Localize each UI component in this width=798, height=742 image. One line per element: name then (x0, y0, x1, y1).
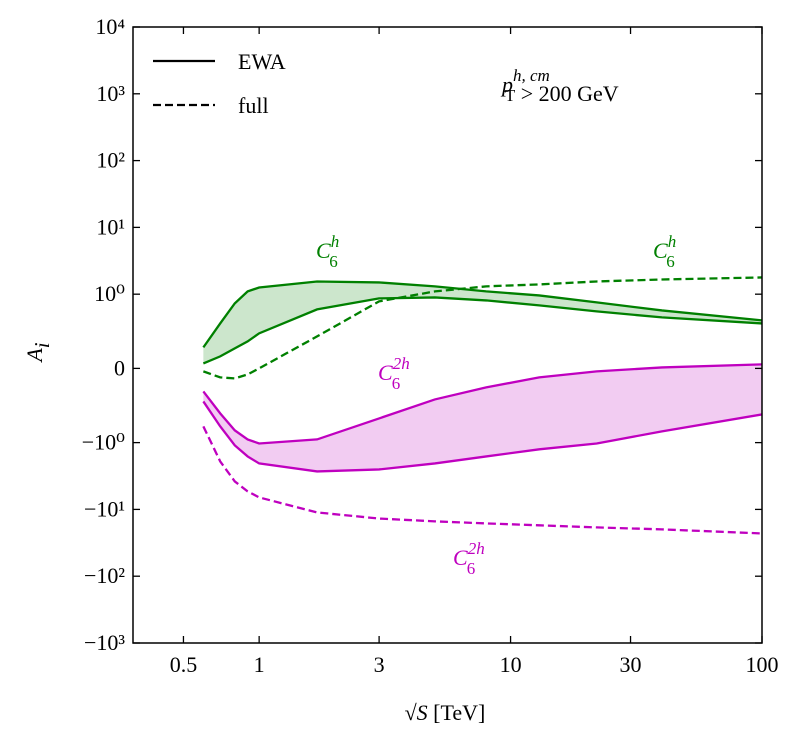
y-tick-label: −10³ (84, 630, 125, 655)
annotation: Ch 6 (653, 232, 676, 271)
y-tick-label: 10⁰ (94, 281, 125, 306)
line-lower (202, 296, 762, 365)
line-dashed (202, 425, 762, 535)
y-tick-label: 10³ (96, 81, 125, 106)
base: A (22, 348, 47, 364)
sub: 6 (666, 252, 675, 271)
y-tick-label: −10⁰ (82, 430, 125, 455)
sub: i (30, 342, 54, 348)
band-fill (203, 281, 762, 364)
sub: 6 (329, 252, 338, 271)
base: C (316, 238, 331, 263)
line-upper (202, 363, 762, 445)
y-tick-label: 10¹ (96, 214, 125, 239)
x-axis-label: √S [TeV] (405, 700, 486, 725)
sup: h (668, 232, 677, 251)
base: C (378, 360, 393, 385)
rest: > 200 GeV (515, 81, 619, 106)
x-tick-label: 3 (374, 652, 385, 677)
x-tick-label: 0.5 (170, 652, 198, 677)
sup: 2h (468, 539, 485, 558)
y-tick-label: 10⁴ (95, 14, 125, 39)
y-axis-label: Ai (22, 342, 54, 363)
legend-label: EWA (238, 49, 286, 74)
x-tick-label: 30 (620, 652, 642, 677)
base: C (453, 545, 468, 570)
rest: [TeV] (428, 700, 486, 725)
annotation: ph, cm T > 200 GeV (500, 66, 619, 106)
x-tick-label: 10 (500, 652, 522, 677)
sup: h (331, 232, 340, 251)
sub: 6 (392, 374, 401, 393)
annotation: C2h 6 (453, 539, 485, 578)
base: p (500, 72, 513, 97)
base: √S (405, 700, 428, 725)
line-upper (202, 280, 762, 349)
x-tick-label: 1 (254, 652, 265, 677)
y-tick-label: −10² (84, 563, 125, 588)
sub: 6 (467, 559, 476, 578)
x-tick-label: 100 (746, 652, 779, 677)
band-fill (203, 364, 762, 472)
y-tick-label: 10² (96, 148, 125, 173)
legend-label: full (238, 93, 269, 118)
sub: T (505, 86, 516, 105)
y-tick-label: −10¹ (84, 496, 125, 521)
sup: h, cm (513, 66, 550, 85)
line-dashed (202, 276, 762, 380)
line-lower (202, 400, 762, 473)
annotation: Ch 6 (316, 232, 339, 271)
plot-frame (132, 26, 763, 644)
annotation: C2h 6 (378, 354, 410, 393)
y-tick-label: 0 (114, 355, 125, 380)
sup: 2h (393, 354, 410, 373)
base: C (653, 238, 668, 263)
